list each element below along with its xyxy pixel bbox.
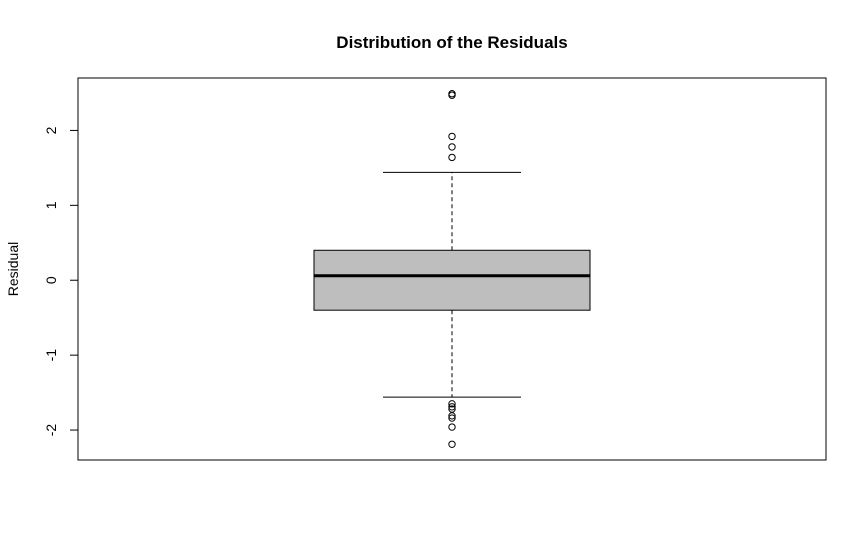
y-axis-label: Residual (5, 242, 21, 296)
outlier-point (448, 90, 456, 98)
outlier-point (448, 403, 456, 411)
y-tick-label: 2 (43, 126, 59, 134)
y-axis: -2 -1 0 1 2 (43, 126, 79, 437)
y-tick-label: 0 (43, 276, 59, 284)
iqr-box (313, 249, 591, 311)
outlier-point (448, 412, 456, 420)
outlier-point (448, 153, 456, 162)
chart-title: Distribution of the Residuals (336, 33, 567, 52)
outlier-point (448, 132, 456, 141)
outlier-point (448, 91, 456, 99)
outlier-points (448, 90, 456, 448)
y-tick-label: -2 (43, 424, 59, 437)
y-tick-label: -1 (43, 349, 59, 362)
y-tick-label: 1 (43, 201, 59, 209)
outlier-point (448, 143, 456, 151)
outlier-point (448, 423, 456, 431)
outlier-point (448, 400, 456, 408)
outlier-point (448, 414, 456, 422)
outlier-point (448, 440, 456, 448)
boxplot (313, 171, 591, 398)
